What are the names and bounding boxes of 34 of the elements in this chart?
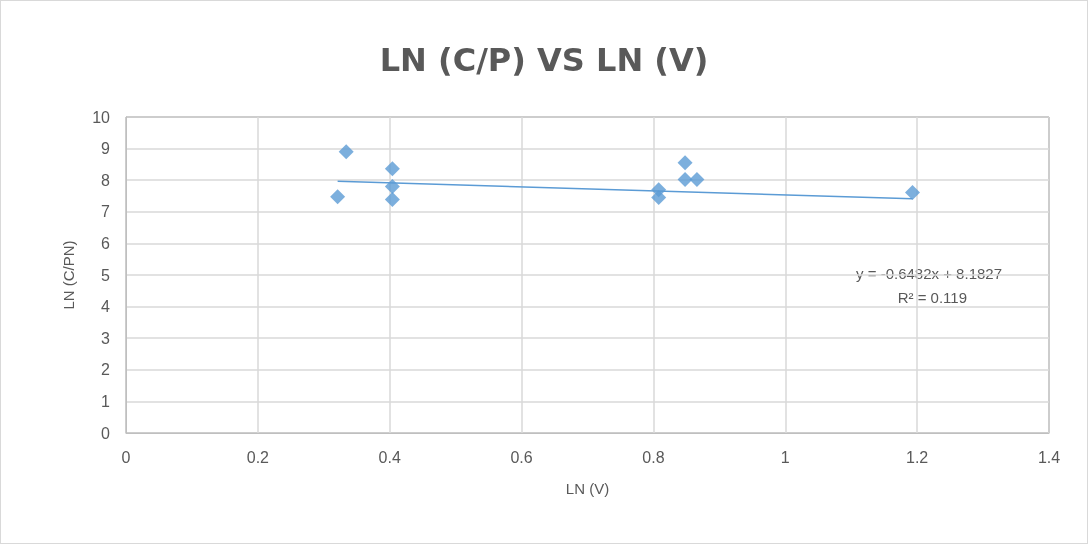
x-tick-label: 0	[121, 448, 131, 466]
point	[677, 155, 693, 171]
y-tick-label: 3	[101, 329, 111, 347]
chart-title: LN (C/P) VS LN (V)	[379, 41, 709, 79]
y-tick-label: 1	[101, 392, 111, 410]
x-tick-label: 1.2	[906, 448, 929, 466]
y-tick-label: 9	[101, 140, 111, 158]
point	[338, 144, 354, 160]
x-axis-title: LN (V)	[565, 480, 610, 497]
annotation: y = -0.6482x + 8.1827	[856, 265, 1003, 282]
y-tick-label: 10	[92, 108, 111, 126]
point	[384, 191, 400, 207]
x-tick-label: 0.2	[246, 448, 270, 466]
x-tick-label: 0.8	[642, 448, 665, 466]
y-axis-title: LN (C/PN)	[60, 240, 77, 310]
point	[384, 179, 400, 195]
y-tick-label: 5	[101, 266, 111, 284]
y-tick-label: 0	[101, 424, 111, 442]
annotation: R² = 0.119	[897, 289, 968, 306]
point	[330, 189, 346, 205]
point	[651, 182, 667, 198]
x-tick-label: 1.4	[1037, 448, 1061, 466]
x-tick-label: 0.4	[378, 448, 401, 466]
x-tick-label: 0.6	[510, 448, 533, 466]
y-tick-label: 2	[101, 361, 111, 379]
point	[384, 161, 400, 177]
y-tick-label: 6	[101, 234, 111, 252]
y-tick-label: 8	[101, 171, 111, 189]
point	[689, 172, 705, 188]
x-tick-label: 1	[780, 448, 790, 466]
y-tick-label: 7	[101, 203, 111, 221]
point	[677, 172, 693, 188]
y-tick-label: 4	[101, 298, 111, 316]
point	[905, 185, 921, 201]
